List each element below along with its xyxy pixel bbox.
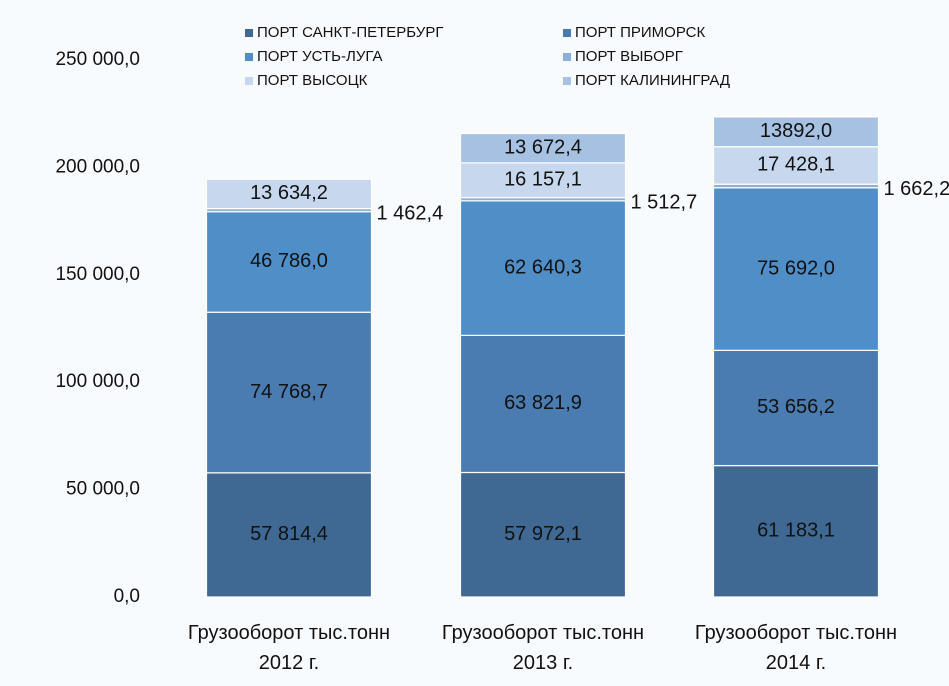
x-tick-label: Грузооборот тыс.тонн 2014 г.	[694, 622, 898, 674]
y-tick-label: 200 000,0	[55, 156, 140, 177]
data-label: 75 692,0	[757, 257, 835, 279]
bar-segment	[712, 464, 880, 598]
legend-label: ПОРТ ПРИМОРСК	[575, 24, 706, 41]
y-tick-label: 150 000,0	[55, 264, 140, 285]
bar-segment	[459, 132, 627, 164]
data-label: 61 183,1	[757, 520, 835, 542]
data-label: 62 640,3	[504, 256, 582, 278]
y-tick-label: 100 000,0	[55, 371, 140, 392]
data-label: 46 786,0	[250, 250, 328, 272]
bar-segment	[459, 162, 627, 199]
data-label: 13 672,4	[504, 136, 582, 158]
data-label: 53 656,2	[757, 396, 835, 418]
data-label: 17 428,1	[757, 154, 835, 176]
bar-segment	[205, 178, 373, 210]
y-tick-label: 0,0	[114, 586, 140, 607]
legend-swatch	[563, 77, 571, 85]
bar-segment	[205, 472, 373, 598]
y-tick-label: 50 000,0	[66, 479, 140, 500]
data-label: 57 814,4	[250, 523, 328, 545]
legend-swatch	[245, 77, 253, 85]
data-label: 1 662,2	[884, 178, 949, 200]
y-tick-label: 250 000,0	[55, 49, 140, 70]
data-label: 1 462,4	[377, 202, 444, 224]
legend-swatch	[563, 53, 571, 61]
data-label: 13892,0	[760, 120, 832, 142]
legend-label: ПОРТ САНКТ-ПЕТЕРБУРГ	[257, 24, 443, 41]
legend-label: ПОРТ УСТЬ-ЛУГА	[257, 48, 382, 65]
data-label: 1 512,7	[631, 191, 698, 213]
data-label: 63 821,9	[504, 392, 582, 414]
legend-swatch	[563, 29, 571, 37]
legend-label: ПОРТ ВЫСОЦК	[257, 72, 368, 89]
legend-swatch	[245, 53, 253, 61]
legend-swatch	[245, 29, 253, 37]
bar-segment	[712, 187, 880, 351]
data-label: 57 972,1	[504, 523, 582, 545]
x-tick-label: Грузооборот тыс.тонн 2012 г.	[187, 622, 391, 674]
bar-segment	[712, 146, 880, 185]
data-label: 74 768,7	[250, 381, 328, 403]
legend-label: ПОРТ ВЫБОРГ	[575, 48, 683, 65]
bar-segment	[205, 311, 373, 474]
bar-segment	[712, 116, 880, 148]
legend-label: ПОРТ КАЛИНИНГРАД	[575, 72, 730, 89]
bar-segment	[459, 200, 627, 336]
x-tick-label: Грузооборот тыс.тонн 2013 г.	[441, 622, 645, 674]
data-label: 16 157,1	[504, 169, 582, 191]
data-label: 13 634,2	[250, 182, 328, 204]
bar-segment	[459, 334, 627, 474]
